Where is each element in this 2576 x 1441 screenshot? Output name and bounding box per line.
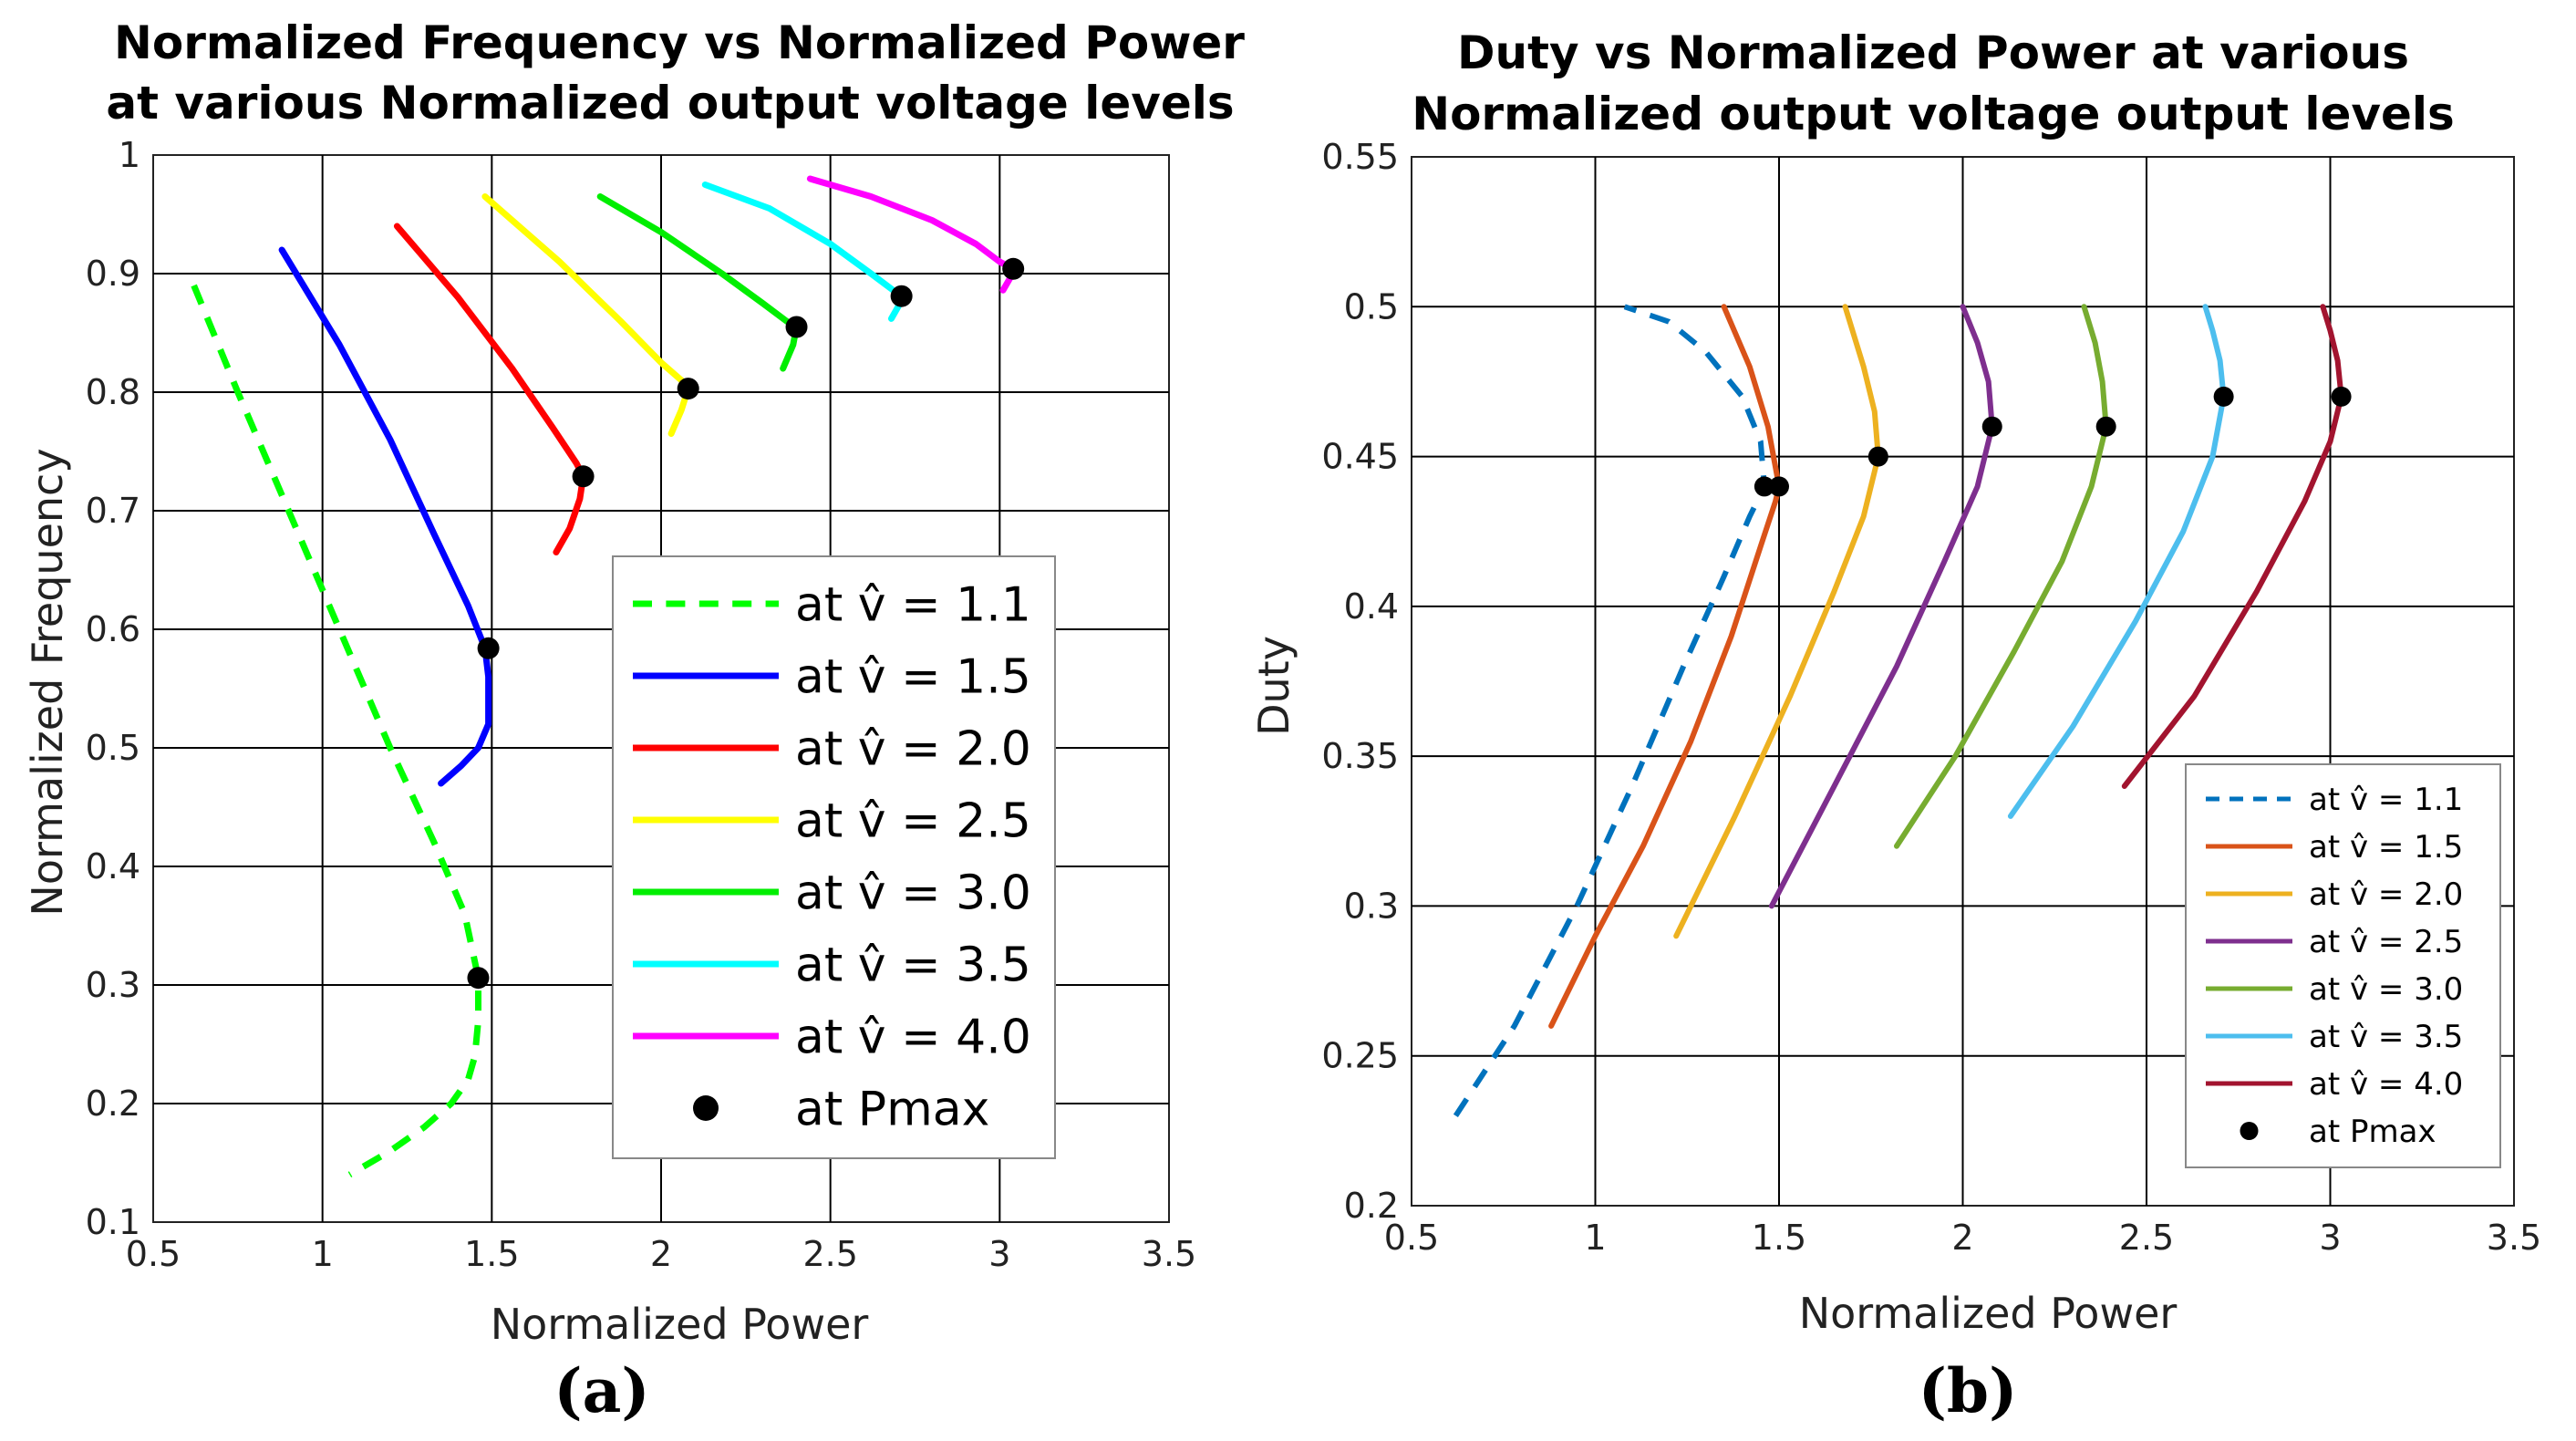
chart-b-title-line-2: Normalized output voltage output levels: [1412, 88, 2455, 140]
chart-a-panel-label: (a): [553, 1355, 649, 1426]
legend-label-0: at v̂ = 1.1: [2309, 782, 2463, 818]
pmax-marker: [785, 316, 808, 338]
y-tick-label: 0.3: [86, 965, 140, 1005]
y-tick-label: 0.9: [86, 254, 140, 294]
pmax-marker: [677, 378, 699, 400]
pmax-marker: [572, 465, 595, 488]
series-line-2: [393, 223, 587, 555]
pmax-marker: [1981, 416, 2002, 437]
chart-b-title-line-1: Duty vs Normalized Power at various: [1457, 26, 2409, 79]
y-tick-label: 0.2: [86, 1083, 140, 1124]
y-tick-label: 0.7: [86, 491, 140, 531]
legend-box: [612, 555, 1056, 1159]
series-line-4: [596, 193, 800, 372]
legend-label-3: at v̂ = 2.5: [2309, 924, 2463, 960]
y-tick-label: 0.25: [1321, 1036, 1399, 1076]
x-tick-label: 1: [1584, 1218, 1606, 1258]
legend-label-5: at v̂ = 3.5: [795, 938, 1031, 993]
chart-a-ticks: 0.5 1 1.5 2 2.5 3 3.5 0.1 0.2 0.3 0.4 0.5 0.6 0.7 0.8 0…: [86, 135, 1197, 1274]
x-tick-label: 2.5: [2119, 1218, 2174, 1258]
legend-label-5: at v̂ = 3.5: [2309, 1019, 2463, 1055]
x-tick-label: 2: [1951, 1218, 1973, 1258]
pmax-marker: [2095, 416, 2116, 437]
legend-marker-pmax: [2240, 1122, 2259, 1140]
legend-label-6: at v̂ = 4.0: [2309, 1066, 2463, 1103]
pmax-marker: [2213, 386, 2234, 407]
pmax-marker: [467, 967, 490, 990]
y-tick-label: 0.5: [86, 728, 140, 768]
series-line-4: [1894, 304, 2109, 849]
chart-b-legend: at v̂ = 1.1 at v̂ = 1.5 at v̂ = 2.0 at v̂ =…: [2185, 763, 2501, 1168]
legend-label-1: at v̂ = 1.5: [795, 650, 1031, 705]
chart-b-series: [1453, 304, 2352, 1118]
pmax-marker: [1754, 476, 1774, 497]
series-line-3: [481, 193, 692, 437]
y-tick-label: 0.3: [1344, 886, 1399, 926]
legend-label-2: at v̂ = 2.0: [795, 722, 1031, 777]
pmax-marker: [890, 285, 913, 307]
legend-label-2: at v̂ = 2.0: [2309, 876, 2463, 913]
x-tick-label: 3.5: [1142, 1234, 1196, 1274]
y-tick-label: 0.4: [86, 846, 140, 886]
chart-b-ylabel: Duty: [1249, 636, 1298, 736]
y-tick-label: 0.6: [86, 609, 140, 649]
x-tick-label: 1.5: [1752, 1218, 1806, 1258]
legend-label-6: at v̂ = 4.0: [795, 1011, 1031, 1065]
x-tick-label: 0.5: [126, 1234, 181, 1274]
chart-b-xlabel: Normalized Power: [1799, 1289, 2178, 1338]
pmax-marker: [1867, 446, 1888, 467]
series-line-5: [2007, 304, 2227, 819]
x-tick-label: 1.5: [464, 1234, 519, 1274]
y-tick-label: 0.4: [1344, 586, 1399, 627]
x-tick-label: 3: [2319, 1218, 2341, 1258]
chart-a-ylabel: Normalized Frequency: [23, 448, 72, 916]
legend-label-4: at v̂ = 3.0: [2309, 971, 2463, 1008]
pmax-marker: [1002, 257, 1025, 280]
chart-a-title-line-1: Normalized Frequency vs Normalized Power: [114, 16, 1245, 69]
x-tick-label: 2: [650, 1234, 672, 1274]
x-tick-label: 2.5: [802, 1234, 857, 1274]
chart-b-ticks: 0.5 1 1.5 2 2.5 3 3.5 0.2 0.25 0.3 0.35 0.4 0.45 0.5 0…: [1321, 137, 2541, 1258]
chart-b: Duty vs Normalized Power at various Norm…: [1249, 26, 2541, 1426]
y-tick-label: 0.2: [1344, 1186, 1399, 1226]
legend-label-3: at v̂ = 2.5: [795, 794, 1031, 849]
chart-a: Normalized Frequency vs Normalized Power…: [23, 16, 1245, 1426]
legend-label-4: at v̂ = 3.0: [795, 866, 1031, 921]
x-tick-label: 3: [988, 1234, 1010, 1274]
chart-a-title-line-2: at various Normalized output voltage lev…: [106, 77, 1234, 130]
legend-marker-pmax: [693, 1095, 719, 1121]
series-line-0: [191, 284, 481, 1178]
legend-label-0: at v̂ = 1.1: [795, 578, 1031, 633]
y-tick-label: 0.5: [1344, 286, 1399, 327]
y-tick-label: 0.35: [1321, 736, 1399, 776]
y-tick-label: 0.55: [1321, 137, 1399, 177]
x-tick-label: 1: [312, 1234, 334, 1274]
series-line-1: [1548, 304, 1782, 1029]
legend-label-7: at Pmax: [795, 1083, 989, 1137]
chart-b-panel-label: (b): [1919, 1355, 2018, 1426]
series-line-2: [1673, 304, 1881, 939]
pmax-marker: [1769, 476, 1789, 497]
y-tick-label: 0.1: [86, 1202, 140, 1242]
legend-box: [2185, 763, 2501, 1168]
legend-label-7: at Pmax: [2309, 1114, 2436, 1150]
pmax-marker: [2331, 386, 2352, 407]
chart-a-legend: at v̂ = 1.1 at v̂ = 1.5 at v̂ = 2.0 at v̂ =…: [612, 555, 1056, 1159]
chart-a-series: [191, 175, 1025, 1178]
x-tick-label: 0.5: [1384, 1218, 1439, 1258]
y-tick-label: 0.45: [1321, 437, 1399, 477]
legend-label-1: at v̂ = 1.5: [2309, 829, 2463, 866]
series-line-3: [1768, 304, 1995, 909]
chart-a-xlabel: Normalized Power: [491, 1300, 869, 1349]
series-line-0: [1453, 304, 1767, 1118]
series-line-6: [2121, 304, 2344, 789]
x-tick-label: 3.5: [2487, 1218, 2541, 1258]
y-tick-label: 1: [119, 135, 140, 175]
y-tick-label: 0.8: [86, 372, 140, 412]
pmax-marker: [477, 637, 500, 659]
